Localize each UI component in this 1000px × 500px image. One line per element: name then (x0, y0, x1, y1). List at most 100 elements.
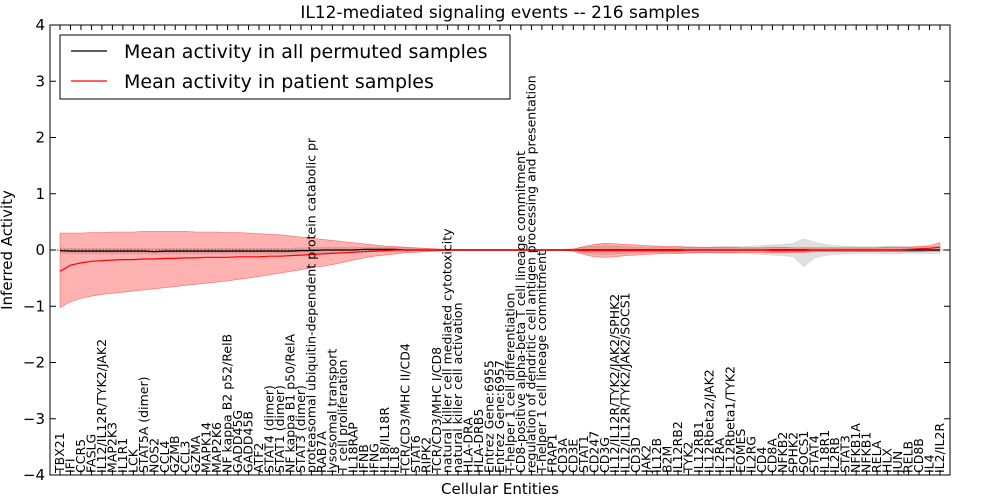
x-category-label: ATF2 (251, 443, 266, 473)
x-category-label: CD3D (628, 437, 643, 473)
legend-box (59, 34, 511, 100)
x-axis-label: Cellular Entities (441, 480, 559, 498)
x-category-label: NF kappa B1 p50/RelA (283, 333, 298, 473)
x-category-label: IL18RAP (345, 422, 360, 473)
x-category-label: CD247 (586, 431, 601, 473)
x-category-label: IL12RB1 (691, 421, 706, 473)
legend-label: Mean activity in patient samples (124, 71, 434, 93)
x-category-label: natural killer cell activation (450, 302, 465, 473)
x-category-label: NFKB1 (859, 432, 874, 473)
x-category-label: CD3A (555, 438, 570, 473)
x-category-label: IL2RA (712, 437, 727, 473)
x-category-label: STAT1 (dimer) (272, 385, 287, 473)
x-category-label: NFKB2 (775, 432, 790, 473)
x-category-label: CD8-positive alpha-beta T cell lineage c… (513, 151, 528, 473)
x-category-label: IL12Rbeta2/JAK2 (702, 369, 717, 473)
x-category-label: GADD45B (241, 411, 256, 473)
y-tick-label: −2 (23, 354, 45, 372)
y-tick-label: −4 (23, 466, 45, 484)
x-category-label: LCK (125, 448, 140, 473)
x-category-label: STAT4 (806, 435, 821, 473)
x-category-label: natural killer cell mediated cytotoxicit… (440, 228, 455, 473)
x-category-label: HLX (880, 448, 895, 473)
x-category-label: B2M (660, 446, 675, 473)
x-category-label: IL4 (922, 454, 937, 473)
x-category-label: TCR/CD3/MHC II/CD4 (398, 343, 413, 474)
x-category-label: IL2RG (743, 436, 758, 473)
x-category-label: HLA-DRB5 (471, 409, 486, 473)
x-category-label: GADD45G (230, 410, 245, 473)
x-category-label: STAT6 (408, 435, 423, 473)
x-category-label: IL1R1 (115, 438, 130, 473)
x-category-label: FASLG (83, 434, 98, 473)
x-category-label: HLA-DRA (461, 417, 476, 473)
x-category-label: CD3E (565, 439, 580, 473)
x-category-label: STAT3 (838, 435, 853, 473)
legend: Mean activity in all permuted samples Mea… (59, 34, 511, 100)
x-category-label: IL18R1 (817, 430, 832, 473)
plot-area: −4−3−2−101234TBX21IFICCR5FASLGIL12/IL12R… (23, 16, 951, 484)
x-category-label: NF kappa B2 p52/RelB (220, 334, 235, 473)
x-category-label: SPHK2 (785, 432, 800, 473)
x-category-label: IL2RB (827, 437, 842, 473)
x-category-label: CCL3 (178, 441, 193, 473)
y-tick-label: 1 (35, 185, 45, 203)
x-category-label: Entrez Gene:6955 (482, 360, 497, 473)
y-tick-label: 2 (35, 129, 45, 147)
x-category-label: IL2/IL2R (932, 423, 947, 473)
x-category-label: MAPK14 (199, 422, 214, 473)
x-category-label: MAP2K3 (104, 422, 119, 473)
x-category-label: CCL4 (157, 441, 172, 473)
x-category-label: CCR5 (73, 439, 88, 473)
x-category-label: GZMA (188, 435, 203, 473)
x-category-label: IL12/IL12R/TYK2/JAK2/SPHK2 (607, 294, 622, 473)
y-tick-label: 4 (35, 16, 45, 34)
x-category-label: CD8B (911, 438, 926, 473)
x-category-label: CD4 (754, 447, 769, 473)
x-category-label: IL18 (387, 446, 402, 473)
x-category-label: MAP2K6 (209, 422, 224, 473)
x-category-label: IL12Rbeta1/TYK2 (723, 366, 738, 473)
x-category-label: STAT1 (576, 435, 591, 473)
x-category-label: IL12/IL12R/TYK2/JAK2/SOCS1 (618, 292, 633, 473)
x-category-label: T-helper 1 cell lineage commitment (534, 251, 549, 474)
x-category-label: lysosomal transport (324, 349, 339, 473)
series-2-line (59, 246, 941, 272)
x-category-label: Entrez Gene:6957 (492, 360, 507, 473)
x-category-label: STAT5A (dimer) (136, 377, 151, 473)
x-category-label: T-helper 1 cell differentiation (503, 293, 518, 474)
x-category-label: STAT4 (dimer) (262, 385, 277, 473)
x-category-label: STAT3 (dimer) (293, 385, 308, 473)
y-tick-label: −1 (23, 297, 45, 315)
x-category-label: RELB (901, 441, 916, 473)
y-tick-label: 0 (35, 241, 45, 259)
x-category-label: TBX21 (52, 432, 67, 474)
x-category-label: IL12RB2 (670, 421, 685, 473)
x-category-label: IL12B (649, 438, 664, 473)
x-category-label: regulation of dendritic cell antigen pro… (523, 75, 538, 473)
x-category-label: FRAP1 (544, 434, 559, 473)
legend-label: Mean activity in all permuted samples (124, 41, 487, 63)
x-category-label: TYK2 (681, 442, 696, 474)
x-category-label: NOS2 (146, 438, 161, 473)
x-category-label: IL18/IL18R (377, 407, 392, 473)
x-category-label: CD3G (597, 437, 612, 473)
y-tick-label: 3 (35, 72, 45, 90)
y-axis-label: Inferred Activity (0, 190, 16, 310)
x-category-label: IFI (63, 458, 78, 473)
x-category-label: T cell proliferation (335, 360, 350, 474)
x-category-label: RELA (869, 440, 884, 473)
y-tick-label: −3 (23, 410, 45, 428)
x-category-label: JAK2 (639, 445, 654, 474)
chart-title: IL12-mediated signaling events -- 216 sa… (300, 3, 700, 23)
x-category-label: IFNB (356, 444, 371, 473)
x-category-label: EOMES (733, 429, 748, 473)
x-category-label: IFNG (366, 443, 381, 473)
x-category-label: RAB7A (314, 431, 329, 473)
x-category-label: JUN (890, 451, 905, 474)
x-category-label: NFKB1A (848, 423, 863, 473)
x-category-label: IL12/IL12R/TYK2/JAK2 (94, 339, 109, 473)
x-category-label: SOCS1 (796, 431, 811, 473)
x-category-label: TCR/CD3/MHC I/CD8 (429, 347, 444, 474)
